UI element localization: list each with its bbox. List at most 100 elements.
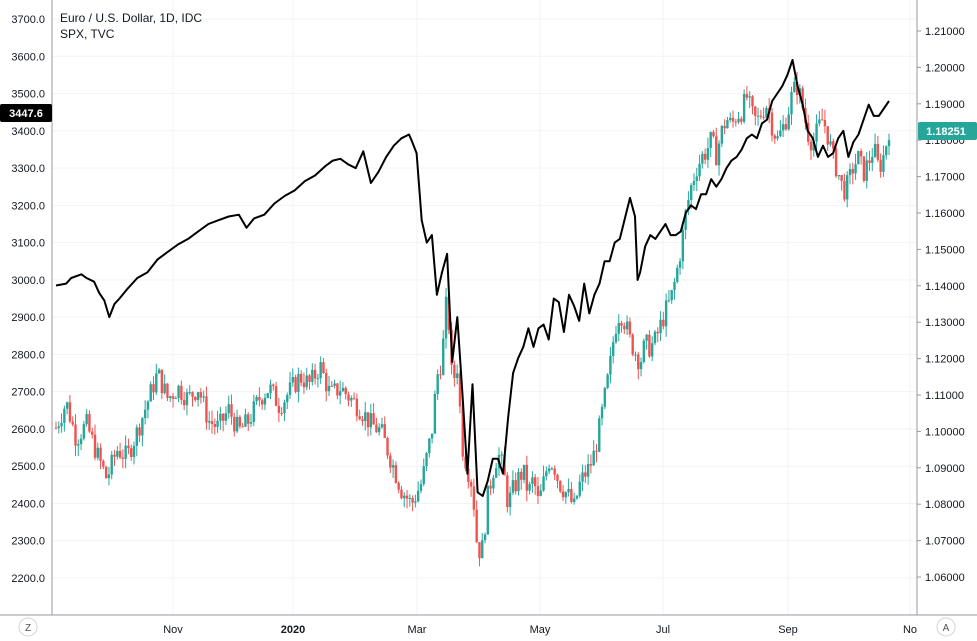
candle-body xyxy=(865,160,868,181)
left-tick-label: 2900.0 xyxy=(11,312,45,324)
candle-body xyxy=(851,169,854,174)
candle-body xyxy=(770,112,774,136)
candle-body xyxy=(297,373,300,392)
right-corner-circle[interactable] xyxy=(936,617,956,637)
candle-body xyxy=(475,509,478,543)
candle-body xyxy=(130,448,133,457)
candle-body xyxy=(188,392,191,394)
candle-body xyxy=(809,141,813,151)
candle-body xyxy=(447,296,451,330)
candle-body xyxy=(453,364,456,379)
candle-body xyxy=(121,457,125,459)
candle-body xyxy=(255,396,258,402)
candle-body xyxy=(375,424,378,433)
left-corner-label[interactable]: Z xyxy=(25,623,31,634)
candle-body xyxy=(238,416,242,427)
candle-body xyxy=(116,450,119,457)
candle-body xyxy=(194,396,197,400)
left-tick-label: 3600.0 xyxy=(11,51,45,63)
right-tick-label: 1.20000 xyxy=(925,62,965,74)
candle-body xyxy=(252,401,256,423)
candle-body xyxy=(559,480,562,492)
candle-body xyxy=(436,374,439,394)
candle-body xyxy=(528,484,531,491)
candle-body xyxy=(489,485,492,489)
candle-body xyxy=(263,397,267,405)
candle-body xyxy=(397,482,400,490)
candle-body xyxy=(233,416,236,432)
candle-body xyxy=(634,354,637,356)
candle-body xyxy=(216,420,219,427)
candle-body xyxy=(405,495,409,499)
candle-body xyxy=(372,413,375,425)
candle-body xyxy=(854,164,857,174)
candle-body xyxy=(873,143,877,157)
candle-body xyxy=(706,147,710,160)
left-corner-circle[interactable] xyxy=(18,617,38,637)
candle-body xyxy=(500,454,503,456)
candle-body xyxy=(96,447,99,458)
left-price-axis[interactable]: 3700.0 3600.0 3500.0 3400.0 3300.0 3200.0 3100… xyxy=(11,14,45,585)
candle-body xyxy=(575,495,579,499)
candle-body xyxy=(91,431,94,435)
right-corner-label[interactable]: A xyxy=(943,623,950,634)
candle-body xyxy=(247,414,250,424)
candle-body xyxy=(294,377,297,392)
candle-body xyxy=(464,456,467,469)
right-price-axis[interactable]: 1.210001.200001.190001.180001.170001.160… xyxy=(917,26,965,584)
candle-body xyxy=(620,322,623,326)
candle-body xyxy=(754,106,757,116)
candle-body xyxy=(514,480,517,492)
candle-body xyxy=(848,169,852,176)
candle-body xyxy=(773,135,776,139)
candle-body xyxy=(411,497,414,503)
candle-body xyxy=(54,427,58,429)
candle-body xyxy=(508,492,512,508)
time-axis[interactable]: Nov 2020 Mar May Jul Sep No xyxy=(163,624,917,636)
candle-body xyxy=(383,424,386,438)
candle-body xyxy=(550,468,554,470)
candle-body xyxy=(709,131,712,148)
main-series-legend[interactable]: Euro / U.S. Dollar, 1D, IDC xyxy=(60,11,202,25)
candle-body xyxy=(341,387,345,392)
right-tick-label: 1.13000 xyxy=(925,317,965,329)
candle-body xyxy=(157,369,161,374)
right-price-badge: 1.18251 xyxy=(918,122,977,140)
candle-body xyxy=(107,474,111,479)
candle-body xyxy=(656,331,659,334)
candle-body xyxy=(639,362,643,370)
candle-body xyxy=(670,290,673,301)
candle-body xyxy=(857,151,860,165)
candle-body xyxy=(182,399,186,406)
candle-body xyxy=(522,464,526,480)
candle-body xyxy=(859,151,863,157)
candle-body xyxy=(169,396,172,399)
candle-body xyxy=(352,397,356,399)
candle-body xyxy=(77,444,80,446)
candle-body xyxy=(609,355,612,375)
candle-body xyxy=(327,385,331,392)
candle-body xyxy=(762,116,765,118)
right-price-badge-text: 1.18251 xyxy=(926,126,966,138)
candle-body xyxy=(843,180,846,200)
candle-body xyxy=(748,96,751,98)
candle-body xyxy=(570,488,573,503)
candle-body xyxy=(322,362,325,374)
candle-body xyxy=(249,422,253,424)
candle-body xyxy=(653,331,657,344)
candle-body xyxy=(659,319,662,334)
candle-body xyxy=(598,418,601,452)
right-tick-label: 1.14000 xyxy=(925,281,965,293)
candle-body xyxy=(536,486,540,496)
candle-body xyxy=(623,325,626,330)
candle-body xyxy=(369,413,373,428)
candle-body xyxy=(288,382,292,395)
auto-scale-right-button[interactable]: A xyxy=(936,617,956,637)
overlay-series-legend[interactable]: SPX, TVC xyxy=(60,27,115,41)
candle-body xyxy=(818,119,821,124)
candle-body xyxy=(313,369,317,379)
candle-body xyxy=(648,334,651,357)
candle-body xyxy=(826,126,829,145)
auto-scale-left-button[interactable]: Z xyxy=(18,617,38,637)
